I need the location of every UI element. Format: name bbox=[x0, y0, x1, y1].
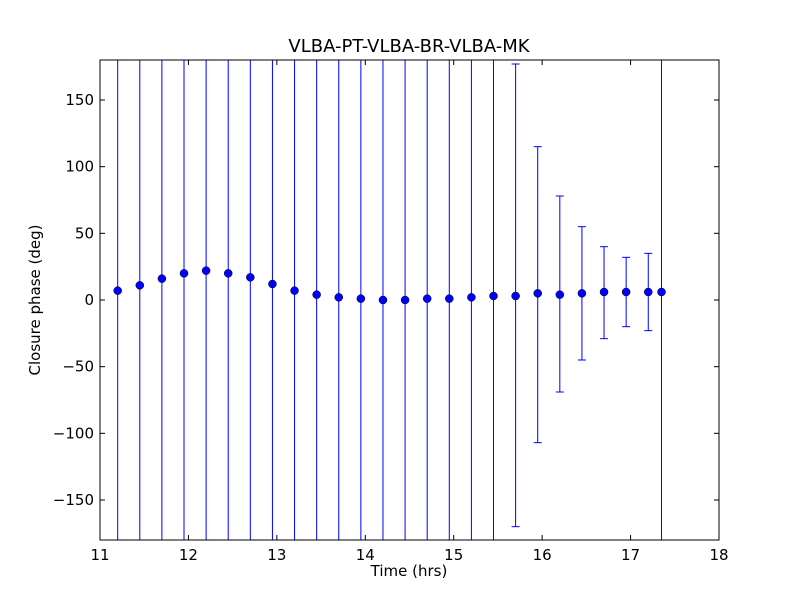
data-point bbox=[644, 287, 653, 297]
data-point bbox=[334, 293, 344, 302]
data-point bbox=[533, 289, 542, 298]
y-tick-label: −100 bbox=[53, 424, 94, 442]
y-axis-ticks: −150 −100 −50 0 50 100 150 bbox=[53, 91, 719, 509]
data-point bbox=[621, 287, 631, 297]
y-tick-label: 100 bbox=[65, 158, 94, 176]
y-tick-label: −50 bbox=[62, 358, 94, 376]
data-markers bbox=[113, 266, 666, 305]
data-point bbox=[312, 290, 321, 299]
y-tick-label: −150 bbox=[53, 491, 94, 509]
x-tick-label: 18 bbox=[709, 546, 728, 564]
data-point bbox=[135, 281, 145, 290]
data-point bbox=[445, 294, 454, 303]
data-point bbox=[489, 291, 498, 301]
error-bars bbox=[117, 60, 663, 540]
data-point bbox=[113, 286, 122, 295]
y-tick-label: 150 bbox=[65, 91, 94, 109]
data-point bbox=[268, 279, 277, 289]
data-point bbox=[378, 295, 388, 305]
x-axis-ticks: 11 12 13 14 15 16 17 18 bbox=[90, 60, 729, 564]
data-point bbox=[290, 286, 299, 295]
data-point bbox=[555, 290, 565, 299]
x-tick-label: 14 bbox=[356, 546, 375, 564]
data-point bbox=[467, 293, 476, 302]
data-point bbox=[577, 289, 587, 298]
data-point bbox=[599, 287, 609, 297]
x-tick-label: 17 bbox=[621, 546, 640, 564]
data-point bbox=[356, 294, 366, 303]
x-tick-label: 12 bbox=[179, 546, 198, 564]
x-tick-label: 15 bbox=[444, 546, 463, 564]
data-point bbox=[657, 287, 666, 297]
plot-area bbox=[113, 60, 666, 540]
data-point bbox=[400, 295, 410, 305]
x-tick-label: 16 bbox=[533, 546, 552, 564]
data-point bbox=[422, 294, 432, 303]
x-axis-label: Time (hrs) bbox=[370, 562, 448, 580]
data-point bbox=[179, 269, 189, 278]
chart-title: VLBA-PT-VLBA-BR-VLBA-MK bbox=[288, 36, 530, 57]
y-axis-label: Closure phase (deg) bbox=[26, 225, 44, 376]
x-tick-label: 11 bbox=[90, 546, 109, 564]
x-tick-label: 13 bbox=[267, 546, 286, 564]
y-tick-label: 0 bbox=[84, 291, 94, 309]
y-tick-label: 50 bbox=[75, 224, 94, 242]
data-point bbox=[157, 274, 167, 283]
data-point bbox=[201, 266, 211, 275]
data-point bbox=[223, 269, 233, 278]
data-point bbox=[511, 291, 520, 301]
data-point bbox=[246, 273, 255, 282]
